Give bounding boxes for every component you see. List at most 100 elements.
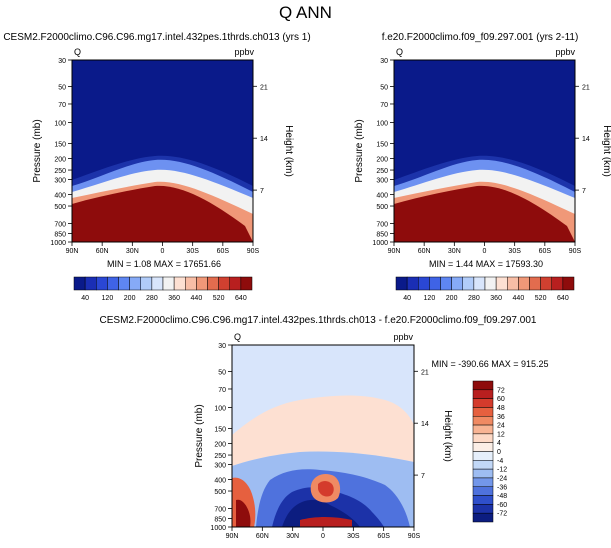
y-tick-label: 850 [54,232,66,239]
colorbar-label: 640 [557,295,569,302]
y-tick-label: 400 [214,477,226,484]
colorbar-label: 120 [424,295,436,302]
x-tick-label: 90S [408,533,421,540]
colorbar-cell [551,276,564,291]
y-tick-label: 850 [214,517,226,524]
colorbar-label: 72 [497,387,505,394]
colorbar-cell [472,460,494,470]
y-tick-label: 300 [54,178,66,185]
colorbar-cell [472,495,494,505]
y-tick-label: 200 [54,156,66,163]
colorbar-label: 440 [513,295,525,302]
y-tick-label: 50 [380,85,388,92]
panel-1-x-ticks: 90N 60N 30N 0 30S 60S 90S [66,242,260,255]
x-tick-label: 30N [126,248,139,255]
panel-3-pos-surface [300,517,352,527]
colorbar-cell [507,276,519,291]
panel-3-variable: Q [234,332,241,342]
colorbar-cell [484,276,497,291]
y-tick-label: 70 [218,387,226,394]
colorbar-cell [472,398,494,408]
y-tick-label: 30 [380,58,388,65]
colorbar-label: -60 [497,502,507,509]
y-tick-label: 300 [376,178,388,185]
y-tick-label: 500 [376,204,388,211]
y-tick-label: 100 [214,405,226,412]
panel-model-2: f.e20.F2000climo.f09_f09.297.001 (yrs 2-… [354,32,611,302]
x-tick-label: 90S [247,248,260,255]
colorbar-label: 640 [235,295,247,302]
y-tick-label: 50 [58,85,66,92]
y2-tick-label: 21 [260,84,268,91]
colorbar-label: 520 [213,295,225,302]
colorbar-cell [451,276,463,291]
panel-3-x-ticks: 90N 60N 30N 0 30S 60S 90S [226,527,421,540]
colorbar-label: -24 [497,475,507,482]
y-tick-label: 250 [54,168,66,175]
colorbar-cell [229,276,242,291]
panel-2-colorbar: 40 120 200 280 360 440 520 640 [395,276,575,302]
panel-1-y2-ticks: 21 14 7 [253,84,268,195]
y-tick-label: 250 [214,453,226,460]
panel-1-y2label: Height (km) [283,125,294,177]
colorbar-label: 24 [497,423,505,430]
panel-3-stats: MIN = -390.66 MAX = 915.25 [431,359,548,369]
colorbar-cell [472,416,494,426]
colorbar-cell [472,433,494,443]
panel-2-units: ppbv [555,47,575,57]
x-tick-label: 30S [508,248,521,255]
x-tick-label: 60N [96,248,109,255]
colorbar-label: 200 [124,295,136,302]
y-tick-label: 150 [54,142,66,149]
panel-1-ylabel: Pressure (mb) [32,119,43,182]
colorbar-cell [472,424,494,435]
colorbar-label: 48 [497,405,505,412]
panel-3-title: CESM2.F2000climo.C96.C96.mg17.intel.432p… [100,315,537,326]
figure-title: Q ANN [279,3,332,22]
colorbar-label: 36 [497,414,505,421]
y-tick-label: 300 [214,463,226,470]
y2-tick-label: 7 [582,188,586,195]
x-tick-label: 60N [418,248,431,255]
y2-tick-label: 21 [421,369,429,376]
colorbar-cell [207,276,219,291]
x-tick-label: 60S [377,533,390,540]
panel-3-pos-center-core [318,481,334,497]
y-tick-label: 30 [58,58,66,65]
panel-1-title: CESM2.F2000climo.C96.C96.mg17.intel.432p… [3,32,310,43]
panel-2-band-red [394,185,575,242]
colorbar-cell [429,276,441,291]
y-tick-label: 30 [218,343,226,350]
panel-model-1: CESM2.F2000climo.C96.C96.mg17.intel.432p… [3,32,310,302]
x-tick-label: 60N [256,533,269,540]
panel-3-ylabel: Pressure (mb) [194,404,205,467]
y-tick-label: 700 [214,506,226,513]
colorbar-cell [196,276,208,291]
colorbar-cell [529,276,541,291]
colorbar-label: 200 [446,295,458,302]
x-tick-label: 90S [569,248,582,255]
colorbar-cell [96,276,108,291]
y-tick-label: 200 [376,156,388,163]
colorbar-cell [473,276,486,291]
panel-3-contours [232,395,414,527]
panel-3-pos-left-core [236,499,251,527]
colorbar-label: 360 [168,295,180,302]
colorbar-cell [472,389,494,399]
colorbar-cell [472,407,494,417]
colorbar-cell [472,477,494,487]
colorbar-cell [406,276,419,291]
y2-tick-label: 14 [421,421,429,428]
colorbar-cell [240,276,253,291]
x-tick-label: 0 [483,248,487,255]
y2-tick-label: 21 [582,84,590,91]
y-tick-label: 1000 [50,240,66,247]
y2-tick-label: 14 [260,136,268,143]
y-tick-label: 500 [214,489,226,496]
y-tick-label: 70 [380,102,388,109]
panel-1-units: ppbv [234,47,254,57]
colorbar-label: 520 [535,295,547,302]
colorbar-cell [472,504,494,514]
x-tick-label: 90N [388,248,401,255]
